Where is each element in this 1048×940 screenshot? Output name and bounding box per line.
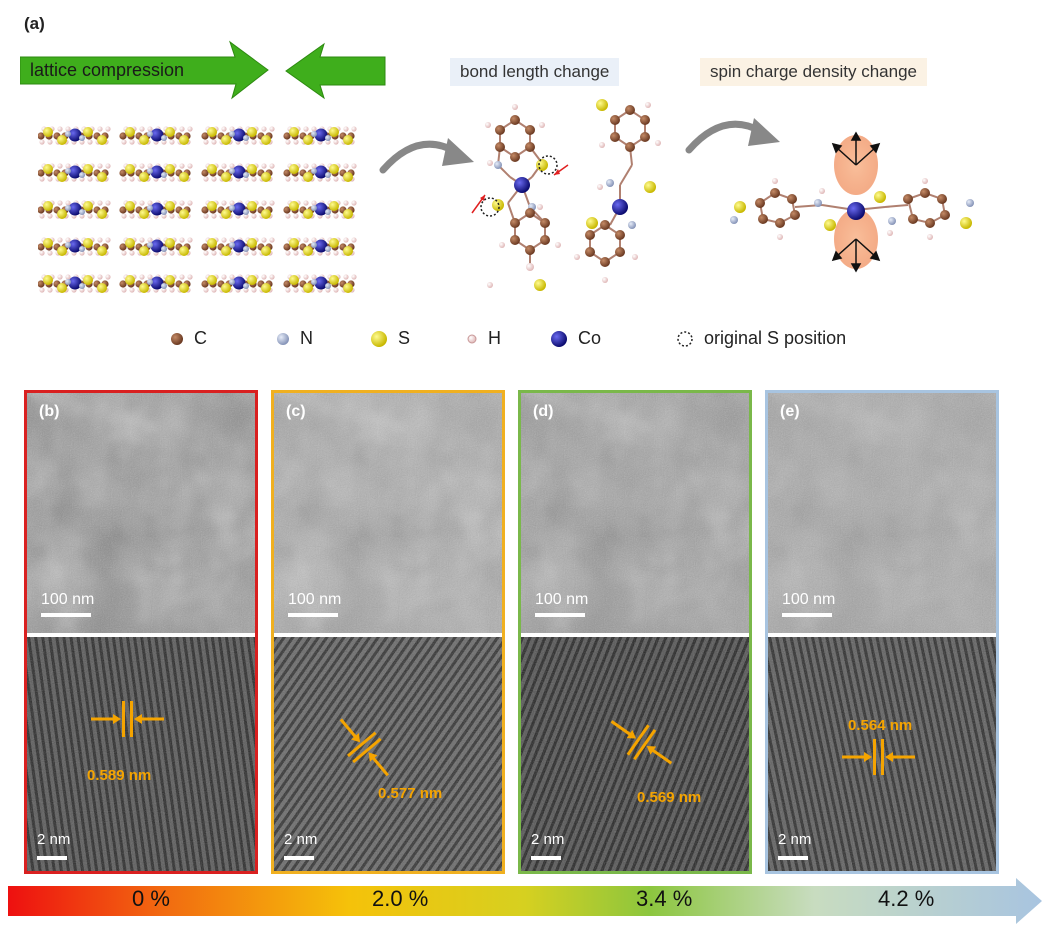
lattice-molecule [201,126,275,145]
panel-label: (c) [286,403,306,420]
scale-label-100nm: 100 nm [41,591,95,608]
legend-item-original-s: original S position [676,328,846,349]
tem-low-mag-image [274,393,502,633]
panel-label: (d) [533,403,554,420]
d-spacing-marker-icon [339,718,389,777]
d-spacing-label: 0.569 nm [637,789,702,806]
lattice-molecule [283,126,357,145]
scale-bar-100nm [782,613,832,617]
lattice-molecule [38,126,111,145]
scale-label-100nm: 100 nm [535,591,589,608]
lattice-molecule [283,274,357,293]
legend-item-c: C [170,328,207,349]
lattice-molecule [119,200,193,219]
lattice-compression-label: lattice compression [30,60,185,80]
legend-item-co: Co [550,328,601,349]
d-spacing-marker-icon [91,701,164,737]
scale-bar-100nm [535,613,585,617]
panel-a-label: (a) [24,14,45,33]
strain-gradient-bar [8,878,1042,924]
legend-item-n: N [276,328,313,349]
panel-label: (b) [39,403,60,420]
lattice-molecule [283,200,357,219]
legend-item-s: S [370,328,410,349]
legend-item-h: H [466,328,501,349]
lattice-compression-arrows-icon [20,40,386,100]
lattice-molecule [201,274,275,293]
d-spacing-label: 0.589 nm [87,767,152,784]
bond-length-change-label: bond length change [450,58,620,86]
lattice-molecule [119,274,193,293]
scale-label-2nm: 2 nm [531,831,565,848]
bond-length-molecules [471,99,661,291]
lattice-molecule [38,163,111,182]
panel-separator [274,633,502,637]
scale-bar-2nm [284,856,314,860]
lattice-molecule [119,237,193,256]
strain-value-0: 0 % [132,886,170,911]
d-spacing-label: 0.577 nm [378,785,443,802]
lattice-molecule [38,200,111,219]
tem-low-mag-image [27,393,255,633]
panel-separator [27,633,255,637]
tem-panel-e: (e) 100 nm 2 nm 0.564 nm [765,390,999,874]
hrtem-image [27,637,255,871]
atom-legend: C N S H Co original S position [170,328,910,354]
scale-label-2nm: 2 nm [778,831,812,848]
sulfur-atom-icon [371,330,387,347]
scale-label-100nm: 100 nm [288,591,342,608]
lattice-molecule [201,163,275,182]
lattice-molecule [38,274,111,293]
scale-bar-2nm [778,856,808,860]
hrtem-image [768,637,996,871]
d-spacing-marker-icon [842,739,915,775]
strain-value-2: 3.4 % [636,886,693,911]
lattice-molecule [38,237,111,256]
original-s-position-icon [677,330,693,347]
spin-density-molecule [730,131,974,273]
lattice-molecule [201,200,275,219]
panel-separator [521,633,749,637]
lattice-molecule [119,126,193,145]
d-spacing-marker-icon [610,720,673,765]
scale-bar-2nm [37,856,67,860]
curved-arrow-icon [379,138,474,174]
tem-panel-d: (d) 100 nm 2 nm 0.569 nm [518,390,752,874]
panel-label: (e) [780,403,800,420]
scale-bar-2nm [531,856,561,860]
scale-bar-100nm [288,613,338,617]
lattice-molecule [283,163,357,182]
panel-separator [768,633,996,637]
curved-arrow-icon [685,118,780,154]
tem-panel-b: (b) 100 nm 2 nm 0.589 nm [24,390,258,874]
scale-label-2nm: 2 nm [37,831,71,848]
lattice-molecule [201,237,275,256]
tem-low-mag-image [521,393,749,633]
strain-value-1: 2.0 % [372,886,429,911]
lattice-structure [38,126,357,293]
nitrogen-atom-icon [277,332,289,345]
d-spacing-label: 0.564 nm [848,717,913,734]
cobalt-atom-icon [551,330,567,347]
tem-low-mag-image [768,393,996,633]
scale-label-100nm: 100 nm [782,591,836,608]
scale-label-2nm: 2 nm [284,831,318,848]
scale-bar-100nm [41,613,91,617]
spin-charge-density-label: spin charge density change [700,58,927,86]
carbon-atom-icon [171,332,183,345]
tem-panel-c: (c) 100 nm 2 nm 0.577 nm [271,390,505,874]
hrtem-image [274,637,502,871]
strain-value-3: 4.2 % [878,886,935,911]
lattice-molecule [119,163,193,182]
hydrogen-atom-icon [467,334,477,343]
hrtem-image [521,637,749,871]
lattice-molecule [283,237,357,256]
